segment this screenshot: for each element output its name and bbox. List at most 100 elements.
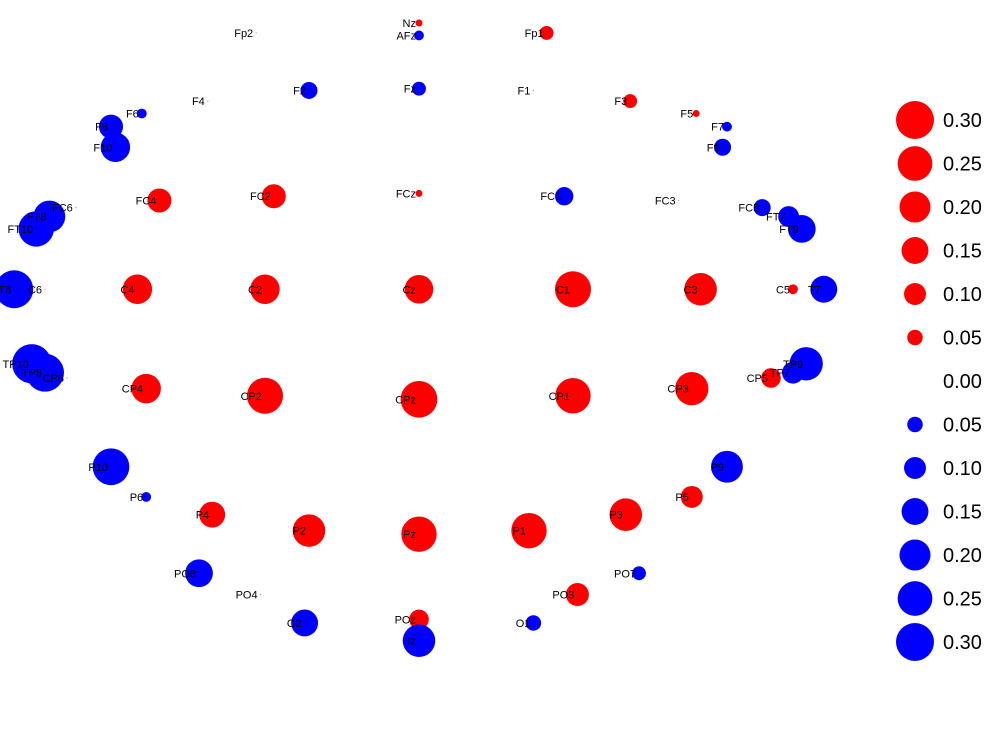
electrode-marker-cp3 (675, 372, 709, 406)
electrode-marker-fp1 (539, 25, 554, 40)
electrode-label-tp7: TP7 (770, 368, 790, 380)
electrode-marker-po7 (632, 566, 646, 581)
electrode-label-cp6: CP6 (43, 373, 64, 385)
electrode-marker-fc1 (555, 187, 574, 206)
legend-label-negative-025: 0.25 (943, 589, 982, 611)
electrode-label-f7: F7 (711, 122, 724, 134)
legend-marker-positive-020 (899, 191, 931, 223)
electrode-marker-tp10 (12, 344, 52, 384)
electrode-marker-p6 (141, 492, 152, 502)
electrode-marker-fc4 (147, 188, 172, 213)
legend-marker-negative-005 (907, 416, 923, 433)
legend-label-negative-005: 0.05 (943, 415, 982, 437)
electrode-marker-nz (415, 19, 423, 27)
electrode-marker-fc5 (753, 199, 771, 217)
electrode-label-p5: P5 (675, 492, 688, 504)
electrode-label-f6: F6 (126, 109, 139, 121)
electrode-label-t7: T7 (808, 284, 821, 296)
legend-marker-positive-030 (896, 101, 934, 139)
electrode-marker-f3 (623, 94, 638, 109)
electrode-label-ft10: FT10 (8, 224, 34, 236)
electrode-label-cp5: CP5 (747, 373, 768, 385)
electrode-label-c1: C1 (556, 284, 570, 296)
electrode-label-tp10: TP10 (3, 359, 29, 371)
electrode-marker-fp2 (255, 32, 257, 34)
electrode-label-f4: F4 (192, 96, 205, 108)
electrode-label-c2: C2 (248, 284, 262, 296)
legend-marker-negative-020 (899, 539, 931, 571)
electrode-marker-o2 (291, 609, 319, 637)
electrode-label-cp2: CP2 (241, 391, 262, 403)
electrode-label-c6: C6 (28, 284, 42, 296)
electrode-marker-p2 (292, 514, 326, 547)
electrode-label-po7: PO7 (614, 568, 636, 580)
electrode-marker-c5 (788, 284, 798, 295)
legend-label-none-000: 0.00 (943, 371, 982, 393)
electrode-marker-fc2 (261, 184, 286, 209)
electrode-marker-t8 (0, 270, 34, 309)
electrode-label-t8: T8 (0, 284, 11, 296)
electrode-marker-poz (409, 609, 429, 630)
legend-label-negative-030: 0.30 (943, 632, 982, 654)
electrode-label-p2: P2 (293, 526, 306, 538)
electrode-marker-f4 (207, 100, 209, 102)
electrode-label-tp8: TP8 (22, 368, 42, 380)
electrode-label-c4: C4 (120, 284, 134, 296)
electrode-label-f1: F1 (518, 85, 531, 97)
electrode-marker-p4 (199, 501, 226, 528)
electrode-label-ft7: FT7 (766, 211, 786, 223)
electrode-marker-cp4 (131, 373, 161, 404)
electrode-marker-tp9 (789, 347, 823, 381)
electrode-label-fcz: FCz (396, 188, 416, 200)
electrode-label-fp2: Fp2 (234, 28, 253, 40)
electrode-marker-fcz (415, 189, 423, 197)
electrode-label-po4: PO4 (236, 590, 258, 602)
legend-marker-negative-030 (896, 623, 934, 661)
electrode-marker-cp1 (555, 378, 591, 414)
legend-marker-negative-025 (897, 581, 933, 616)
electrode-marker-iz (402, 624, 436, 657)
electrode-label-tp9: TP9 (783, 359, 803, 371)
electrode-marker-po3 (565, 583, 589, 607)
electrode-marker-po8 (185, 559, 213, 588)
electrode-marker-p10 (92, 448, 130, 486)
electrode-label-cz: Cz (403, 284, 416, 296)
electrode-label-cp1: CP1 (549, 391, 570, 403)
electrode-label-c5: C5 (776, 284, 790, 296)
electrode-label-nz: Nz (403, 18, 416, 30)
legend-label-negative-015: 0.15 (943, 502, 982, 524)
electrode-label-fc6: FC6 (52, 203, 73, 215)
electrode-label-f8: F8 (95, 122, 108, 134)
electrode-marker-c6 (44, 288, 46, 290)
electrode-marker-f10 (100, 132, 131, 162)
electrode-label-p3: P3 (609, 510, 622, 522)
electrode-marker-pz (401, 516, 437, 552)
electrode-marker-c3 (684, 272, 717, 306)
legend-label-negative-010: 0.10 (943, 458, 982, 480)
electrode-marker-po4 (260, 593, 262, 596)
electrode-label-cp3: CP3 (667, 384, 688, 396)
electrode-marker-c1 (554, 271, 592, 308)
electrode-label-p6: P6 (130, 492, 143, 504)
legend-label-negative-020: 0.20 (943, 545, 982, 567)
electrode-label-poz: POz (395, 614, 416, 626)
electrode-label-f5: F5 (680, 109, 693, 121)
electrode-label-ft8: FT8 (27, 211, 47, 223)
electrode-label-f2: F2 (293, 85, 306, 97)
electrode-label-pz: Pz (403, 529, 416, 541)
electrode-marker-f1 (532, 89, 535, 92)
electrode-marker-c2 (250, 274, 280, 304)
electrode-label-fc1: FC1 (540, 191, 561, 203)
electrode-label-f3: F3 (614, 96, 627, 108)
electrode-marker-fc3 (678, 199, 680, 202)
electrode-label-p4: P4 (196, 510, 209, 522)
electrode-marker-p1 (511, 512, 547, 549)
electrode-marker-afz (414, 30, 424, 41)
electrode-label-fz: Fz (404, 84, 416, 96)
electrode-marker-p3 (609, 498, 643, 531)
electrode-marker-ft9 (787, 215, 816, 243)
electrode-marker-ft10 (18, 211, 54, 247)
electrode-label-p1: P1 (513, 526, 526, 538)
electrode-label-ft9: FT9 (779, 224, 799, 236)
